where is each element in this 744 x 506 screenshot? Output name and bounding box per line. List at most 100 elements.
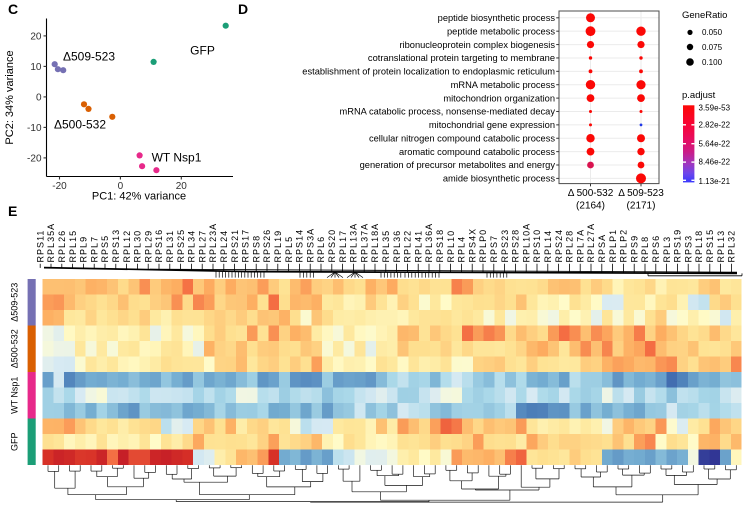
svg-text:RPS13: RPS13 xyxy=(111,229,121,263)
svg-text:RPL7A: RPL7A xyxy=(575,229,585,263)
svg-text:RPS5: RPS5 xyxy=(100,235,110,263)
svg-text:RPS11: RPS11 xyxy=(35,230,45,263)
svg-text:RPL14: RPL14 xyxy=(543,230,553,263)
svg-text:RPL13A: RPL13A xyxy=(349,223,359,263)
svg-text:0.050: 0.050 xyxy=(702,28,723,37)
svg-text:RPL29: RPL29 xyxy=(143,230,153,263)
svg-text:establishment of protein local: establishment of protein localization to… xyxy=(302,67,555,77)
svg-text:cotranslational protein target: cotranslational protein targeting to mem… xyxy=(368,53,555,63)
svg-text:RPL19: RPL19 xyxy=(273,230,283,263)
svg-text:RPL23A: RPL23A xyxy=(208,223,218,263)
svg-text:RPS16: RPS16 xyxy=(154,229,164,263)
svg-text:RPL31: RPL31 xyxy=(165,230,175,263)
svg-text:RPL41: RPL41 xyxy=(413,230,423,263)
svg-text:mRNA metabolic process: mRNA metabolic process xyxy=(451,80,556,90)
svg-text:RPL24: RPL24 xyxy=(219,230,229,263)
svg-text:C: C xyxy=(8,1,18,17)
svg-text:RPL32: RPL32 xyxy=(727,230,737,263)
svg-text:RPL4: RPL4 xyxy=(457,236,467,263)
svg-text:PC1: 42% variance: PC1: 42% variance xyxy=(92,191,186,203)
svg-text:RPS14: RPS14 xyxy=(295,229,305,263)
svg-text:1.13e-21: 1.13e-21 xyxy=(699,177,731,186)
svg-text:RPS28: RPS28 xyxy=(511,229,521,263)
svg-text:RPL17: RPL17 xyxy=(338,230,348,263)
svg-text:peptide biosynthetic process: peptide biosynthetic process xyxy=(438,13,556,23)
svg-text:20: 20 xyxy=(30,31,42,42)
svg-text:RPL35: RPL35 xyxy=(381,230,391,263)
svg-text:RPL26: RPL26 xyxy=(57,230,67,263)
svg-text:Δ509-523: Δ509-523 xyxy=(10,283,20,322)
svg-text:RPL35A: RPL35A xyxy=(46,223,56,263)
svg-text:RPS7: RPS7 xyxy=(489,235,499,263)
svg-text:RPS21: RPS21 xyxy=(230,229,240,263)
svg-text:Δ509-523: Δ509-523 xyxy=(63,49,115,63)
svg-text:peptide metabolic process: peptide metabolic process xyxy=(447,26,555,36)
svg-text:RPS17: RPS17 xyxy=(241,229,251,263)
svg-text:RPS19: RPS19 xyxy=(673,229,683,263)
svg-text:Δ500-532: Δ500-532 xyxy=(10,329,20,368)
svg-text:mitochondrial gene expression: mitochondrial gene expression xyxy=(429,120,555,130)
svg-text:RPL15: RPL15 xyxy=(68,230,78,263)
svg-text:RPL5: RPL5 xyxy=(284,236,294,263)
svg-text:(2164): (2164) xyxy=(576,201,605,212)
svg-text:RPS15: RPS15 xyxy=(705,229,715,263)
svg-text:Δ 509-523: Δ 509-523 xyxy=(618,188,664,199)
svg-text:WT Nsp1: WT Nsp1 xyxy=(152,150,202,164)
svg-text:RPL37A: RPL37A xyxy=(359,223,369,263)
svg-text:p.adjust: p.adjust xyxy=(682,90,716,101)
svg-text:RPL36: RPL36 xyxy=(392,230,402,263)
svg-text:mitochondrion organization: mitochondrion organization xyxy=(443,93,555,103)
svg-text:Δ 500-532: Δ 500-532 xyxy=(568,188,614,199)
svg-text:RPL18: RPL18 xyxy=(694,230,704,263)
svg-text:generation of precursor metabo: generation of precursor metabolites and … xyxy=(360,160,556,170)
svg-text:RPL6: RPL6 xyxy=(316,236,326,263)
svg-text:RPL8: RPL8 xyxy=(640,236,650,263)
svg-text:RPS6: RPS6 xyxy=(651,235,661,263)
svg-text:aromatic compound catabolic pr: aromatic compound catabolic process xyxy=(399,147,555,157)
svg-text:RPL10A: RPL10A xyxy=(521,223,531,263)
svg-text:E: E xyxy=(8,203,17,219)
svg-text:RPS8: RPS8 xyxy=(251,235,261,263)
svg-text:8.46e-22: 8.46e-22 xyxy=(699,158,731,167)
svg-text:GFP: GFP xyxy=(10,432,20,451)
svg-text:RPS10: RPS10 xyxy=(532,229,542,263)
svg-text:cellular nitrogen compound cat: cellular nitrogen compound catabolic pro… xyxy=(369,133,555,143)
svg-text:-20: -20 xyxy=(27,153,42,164)
svg-text:RPL9: RPL9 xyxy=(79,236,89,263)
svg-text:RPS20: RPS20 xyxy=(327,229,337,263)
svg-text:PC2: 34% variance: PC2: 34% variance xyxy=(4,50,16,144)
svg-text:RPL22: RPL22 xyxy=(403,230,413,263)
svg-text:RPL12: RPL12 xyxy=(122,230,132,263)
svg-text:20: 20 xyxy=(176,181,188,192)
svg-text:RPL34: RPL34 xyxy=(187,230,197,263)
svg-text:amide biosynthetic process: amide biosynthetic process xyxy=(443,174,555,184)
svg-text:RPLP1: RPLP1 xyxy=(608,229,618,263)
svg-text:-10: -10 xyxy=(27,123,42,134)
svg-text:RPS25: RPS25 xyxy=(176,229,186,263)
svg-text:RPLP0: RPLP0 xyxy=(478,229,488,263)
svg-text:RPL30: RPL30 xyxy=(133,230,143,263)
svg-text:GeneRatio: GeneRatio xyxy=(682,10,727,21)
svg-text:RPS23: RPS23 xyxy=(500,229,510,263)
svg-text:3.59e-53: 3.59e-53 xyxy=(699,103,731,112)
svg-text:2.82e-22: 2.82e-22 xyxy=(699,120,731,129)
svg-text:RPS9: RPS9 xyxy=(629,235,639,263)
svg-text:mRNA catabolic process, nonsen: mRNA catabolic process, nonsense-mediate… xyxy=(340,107,556,117)
svg-text:-20: -20 xyxy=(52,181,67,192)
svg-text:GFP: GFP xyxy=(190,43,215,57)
svg-text:0.100: 0.100 xyxy=(702,58,723,67)
svg-text:0: 0 xyxy=(36,92,42,103)
svg-text:RPL18A: RPL18A xyxy=(370,223,380,263)
svg-text:RPL36A: RPL36A xyxy=(424,223,434,263)
svg-text:RPL10: RPL10 xyxy=(446,230,456,263)
svg-text:RPL28: RPL28 xyxy=(565,230,575,263)
svg-text:RPL27: RPL27 xyxy=(197,230,207,263)
svg-text:RPS26: RPS26 xyxy=(262,229,272,263)
svg-text:5.64e-22: 5.64e-22 xyxy=(699,139,731,148)
svg-text:RPSA: RPSA xyxy=(597,234,607,263)
svg-text:RPS24: RPS24 xyxy=(554,229,564,263)
svg-text:D: D xyxy=(238,1,248,17)
svg-text:RPS3A: RPS3A xyxy=(305,228,315,263)
svg-text:RPL13: RPL13 xyxy=(716,230,726,263)
svg-text:RPL7: RPL7 xyxy=(89,236,99,263)
